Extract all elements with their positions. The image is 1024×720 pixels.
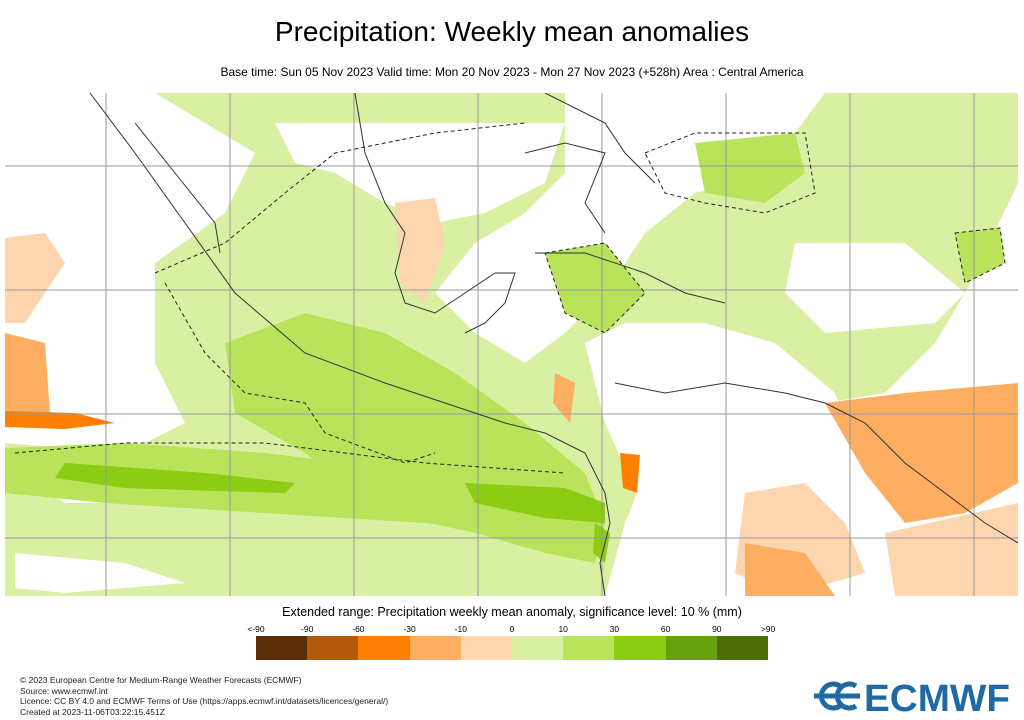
- legend-tick-label: 30: [609, 624, 620, 634]
- source-text: Source: www.ecmwf.int: [20, 685, 108, 696]
- legend-tick-label: >90: [760, 624, 776, 634]
- legend-swatch: [716, 636, 769, 660]
- created-text: Created at 2023-11-06T03:22:15.451Z: [20, 706, 165, 717]
- footer: © 2023 European Centre for Medium-Range …: [20, 675, 388, 717]
- anomaly-fill-orange: [5, 333, 1018, 596]
- legend-swatch: [307, 636, 359, 660]
- ecmwf-logo: ECMWF: [814, 678, 1010, 714]
- page-title: Precipitation: Weekly mean anomalies: [274, 16, 750, 47]
- legend-tick-label: 90: [712, 624, 722, 634]
- legend-swatch: [665, 636, 717, 660]
- legend-colorbar: [256, 636, 769, 660]
- legend-swatch: [512, 636, 564, 660]
- legend-tick-label: -10: [454, 624, 467, 634]
- coastlines: [89, 93, 1018, 596]
- map-subtitle: Base time: Sun 05 Nov 2023 Valid time: M…: [220, 65, 804, 79]
- map-gridlines: [5, 93, 1018, 596]
- legend-labels: <-90 -90 -60 -30 -10 0 10 30 60 90 >90: [247, 624, 775, 636]
- copyright-text: © 2023 European Centre for Medium-Range …: [20, 675, 302, 685]
- legend-tick-label: -60: [352, 624, 365, 634]
- legend-swatch: [614, 636, 666, 660]
- legend-tick-label: <-90: [247, 624, 265, 634]
- svg-text:ECMWF: ECMWF: [864, 678, 1010, 714]
- legend-tick-label: 10: [558, 624, 568, 634]
- significance-contours: [14, 122, 1006, 474]
- legend-swatch: [563, 636, 615, 660]
- legend-tick-label: -90: [301, 624, 314, 634]
- precipitation-anomaly-map: [5, 93, 1018, 596]
- legend-title: Extended range: Precipitation weekly mea…: [282, 605, 742, 619]
- legend-swatch: [358, 636, 410, 660]
- anomaly-fill-strong-orange: [5, 411, 640, 493]
- legend-swatch: [460, 636, 513, 660]
- legend-tick-label: 60: [660, 624, 671, 634]
- legend-swatch: [409, 636, 461, 660]
- legend-tick-label: 0: [509, 624, 515, 634]
- licence-text: Licence: CC BY 4.0 and ECMWF Terms of Us…: [20, 696, 389, 706]
- legend-swatch: [256, 636, 308, 660]
- legend-tick-label: -30: [403, 624, 416, 634]
